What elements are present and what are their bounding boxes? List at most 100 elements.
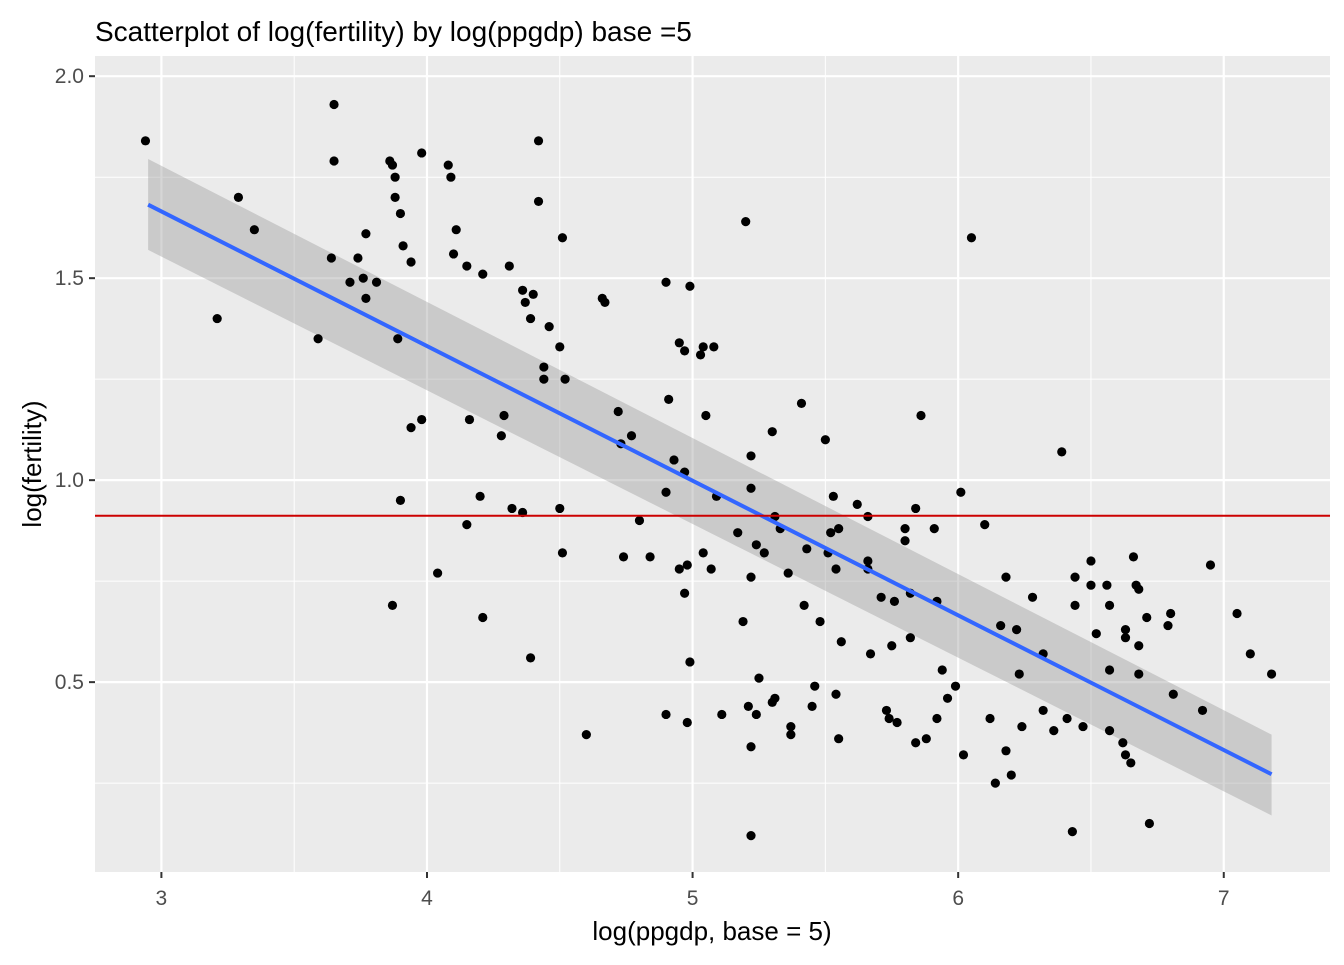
plot-panel — [95, 56, 1330, 872]
data-point — [836, 637, 846, 647]
data-point — [1078, 721, 1088, 732]
data-point — [709, 342, 719, 352]
data-point — [1266, 669, 1277, 679]
data-point — [820, 435, 830, 445]
data-point — [828, 491, 838, 501]
data-point — [398, 241, 408, 251]
data-point — [682, 717, 692, 728]
data-point — [661, 487, 671, 497]
data-point — [1086, 556, 1096, 566]
data-point — [496, 431, 506, 441]
data-point — [1038, 705, 1048, 716]
data-point — [950, 681, 961, 691]
data-point — [852, 499, 862, 509]
data-point — [1014, 669, 1024, 679]
data-point — [921, 734, 931, 744]
data-point — [478, 612, 488, 623]
data-point — [751, 540, 761, 550]
data-point — [966, 233, 977, 243]
data-point — [613, 406, 623, 417]
data-point — [618, 552, 629, 562]
data-point — [990, 778, 1000, 788]
data-point — [645, 552, 655, 562]
data-point — [796, 398, 807, 409]
chart-title: Scatterplot of log(fertility) by log(ppg… — [95, 16, 692, 47]
data-point — [448, 249, 459, 259]
data-point — [345, 277, 355, 287]
data-point — [831, 564, 841, 574]
data-point — [1120, 750, 1131, 760]
data-point — [212, 313, 222, 324]
data-point — [1070, 572, 1080, 582]
data-point — [865, 649, 876, 659]
y-tick-label: 2.0 — [55, 65, 84, 88]
data-point — [140, 136, 151, 146]
data-point — [685, 281, 695, 291]
data-point — [985, 713, 995, 724]
data-point — [786, 730, 796, 740]
y-axis: 0.5 1.0 1.5 2.0 — [55, 65, 95, 694]
data-point — [557, 548, 568, 558]
data-point — [661, 709, 671, 720]
data-point — [786, 721, 796, 732]
data-point — [783, 568, 793, 578]
data-point — [626, 431, 637, 441]
data-point — [1126, 758, 1136, 768]
data-point — [478, 269, 488, 279]
x-tick-label: 4 — [421, 887, 433, 910]
data-point — [799, 600, 809, 610]
data-point — [464, 414, 475, 425]
data-point — [539, 374, 549, 384]
data-point — [1120, 633, 1131, 643]
data-point — [1128, 552, 1139, 562]
data-point — [544, 322, 554, 332]
data-point — [706, 564, 716, 574]
data-point — [1001, 746, 1011, 756]
data-point — [767, 427, 777, 437]
data-point — [746, 572, 756, 582]
data-point — [733, 528, 743, 538]
data-point — [1104, 600, 1115, 610]
data-point — [1205, 560, 1216, 570]
data-point — [863, 556, 873, 566]
data-point — [1067, 827, 1077, 837]
data-point — [475, 491, 485, 501]
data-point — [1232, 608, 1242, 619]
data-point — [358, 273, 368, 283]
data-point — [916, 410, 926, 421]
data-point — [395, 495, 406, 505]
data-point — [695, 350, 706, 360]
data-point — [685, 657, 695, 667]
data-point — [892, 717, 902, 728]
data-point — [674, 338, 684, 348]
data-point — [887, 641, 897, 651]
data-point — [393, 334, 403, 344]
data-point — [249, 225, 259, 235]
fit-line-layer — [147, 202, 1273, 777]
data-point — [881, 705, 892, 716]
data-point — [1245, 649, 1255, 659]
x-tick-label: 7 — [1218, 887, 1230, 910]
data-point — [661, 277, 671, 287]
data-point — [446, 172, 456, 182]
grid-major — [95, 56, 1330, 872]
data-point — [834, 524, 844, 534]
data-point — [395, 208, 406, 219]
data-point — [1102, 580, 1112, 590]
data-point — [417, 414, 427, 425]
data-point — [664, 394, 674, 404]
data-point — [1001, 572, 1011, 582]
data-point — [371, 277, 382, 287]
data-point — [746, 831, 756, 841]
data-point — [900, 524, 910, 534]
data-point — [406, 423, 416, 433]
data-point — [387, 600, 398, 610]
y-tick-label: 0.5 — [55, 671, 84, 694]
data-point — [680, 588, 690, 598]
points-layer — [140, 99, 1277, 841]
grid-minor — [95, 56, 1330, 872]
data-point — [560, 374, 570, 384]
data-point — [353, 253, 363, 263]
data-point — [462, 519, 472, 530]
